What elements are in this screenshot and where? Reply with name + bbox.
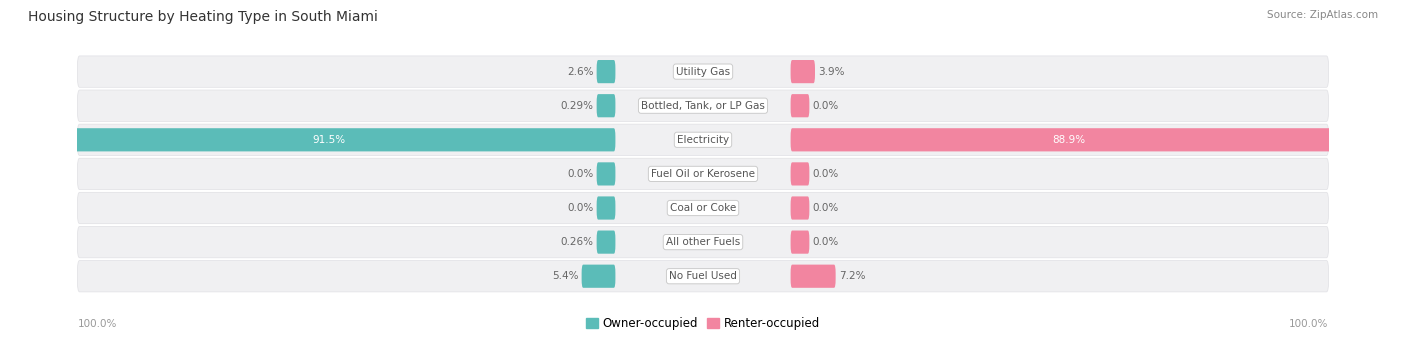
Text: Electricity: Electricity	[676, 135, 730, 145]
Text: 2.6%: 2.6%	[567, 66, 593, 77]
Text: Coal or Coke: Coal or Coke	[669, 203, 737, 213]
FancyBboxPatch shape	[790, 94, 810, 117]
FancyBboxPatch shape	[790, 196, 810, 220]
Text: 0.26%: 0.26%	[561, 237, 593, 247]
FancyBboxPatch shape	[596, 231, 616, 254]
Legend: Owner-occupied, Renter-occupied: Owner-occupied, Renter-occupied	[581, 313, 825, 335]
Text: Fuel Oil or Kerosene: Fuel Oil or Kerosene	[651, 169, 755, 179]
Text: 3.9%: 3.9%	[818, 66, 845, 77]
Text: No Fuel Used: No Fuel Used	[669, 271, 737, 281]
FancyBboxPatch shape	[44, 128, 616, 151]
Text: Housing Structure by Heating Type in South Miami: Housing Structure by Heating Type in Sou…	[28, 10, 378, 24]
Text: 91.5%: 91.5%	[312, 135, 346, 145]
Text: 0.0%: 0.0%	[567, 203, 593, 213]
Text: 88.9%: 88.9%	[1052, 135, 1085, 145]
FancyBboxPatch shape	[790, 231, 810, 254]
Text: 0.29%: 0.29%	[561, 101, 593, 111]
Text: 100.0%: 100.0%	[1289, 319, 1329, 329]
FancyBboxPatch shape	[790, 162, 810, 186]
Text: Bottled, Tank, or LP Gas: Bottled, Tank, or LP Gas	[641, 101, 765, 111]
Text: 0.0%: 0.0%	[567, 169, 593, 179]
FancyBboxPatch shape	[77, 226, 1329, 258]
Text: 0.0%: 0.0%	[813, 237, 839, 247]
Text: 0.0%: 0.0%	[813, 101, 839, 111]
FancyBboxPatch shape	[77, 158, 1329, 190]
Text: Utility Gas: Utility Gas	[676, 66, 730, 77]
Text: Source: ZipAtlas.com: Source: ZipAtlas.com	[1267, 10, 1378, 20]
FancyBboxPatch shape	[596, 196, 616, 220]
FancyBboxPatch shape	[77, 261, 1329, 292]
Text: 0.0%: 0.0%	[813, 169, 839, 179]
Text: All other Fuels: All other Fuels	[666, 237, 740, 247]
FancyBboxPatch shape	[790, 128, 1347, 151]
Text: 5.4%: 5.4%	[553, 271, 578, 281]
FancyBboxPatch shape	[77, 56, 1329, 87]
FancyBboxPatch shape	[596, 162, 616, 186]
FancyBboxPatch shape	[77, 124, 1329, 155]
FancyBboxPatch shape	[596, 94, 616, 117]
FancyBboxPatch shape	[790, 60, 815, 83]
Text: 100.0%: 100.0%	[77, 319, 117, 329]
FancyBboxPatch shape	[596, 60, 616, 83]
FancyBboxPatch shape	[77, 192, 1329, 224]
FancyBboxPatch shape	[77, 90, 1329, 121]
FancyBboxPatch shape	[582, 265, 616, 288]
Text: 7.2%: 7.2%	[839, 271, 865, 281]
Text: 0.0%: 0.0%	[813, 203, 839, 213]
FancyBboxPatch shape	[790, 265, 835, 288]
